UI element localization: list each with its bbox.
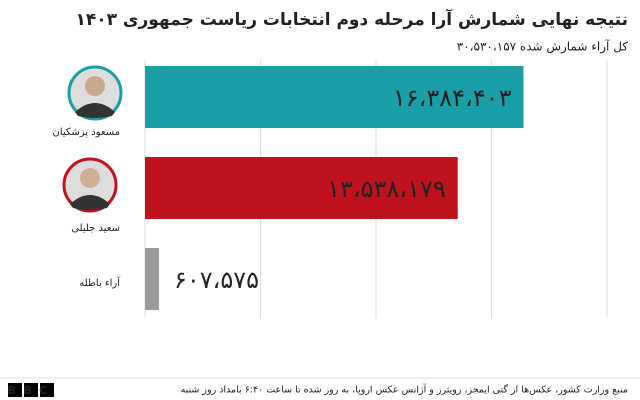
bar [145, 66, 524, 128]
category-label: مسعود پزشکیان [52, 127, 120, 138]
category-label: سعید جلیلی [71, 223, 120, 234]
value-label: ۱۶،۳۸۴،۴۰۳ [393, 84, 512, 112]
bar [145, 248, 160, 310]
value-label: ۱۳،۵۳۸،۱۷۹ [327, 175, 446, 203]
bar [145, 157, 458, 219]
logo [8, 383, 54, 397]
portraits [62, 65, 123, 213]
chart-subtitle: کل آراء شمارش شده ۳۰،۵۳۰،۱۵۷ [457, 39, 628, 55]
category-label: آراء باطله [79, 276, 121, 289]
value-label: ۶۰۷،۵۷۵ [174, 266, 259, 294]
chart-title: نتیجه نهایی شمارش آرا مرحله دوم انتخابات… [75, 8, 628, 30]
logo-text: BBC [7, 384, 54, 397]
source: منبع وزارت کشور، عکس‌ها از گتی ایمجز، رو… [181, 383, 628, 396]
